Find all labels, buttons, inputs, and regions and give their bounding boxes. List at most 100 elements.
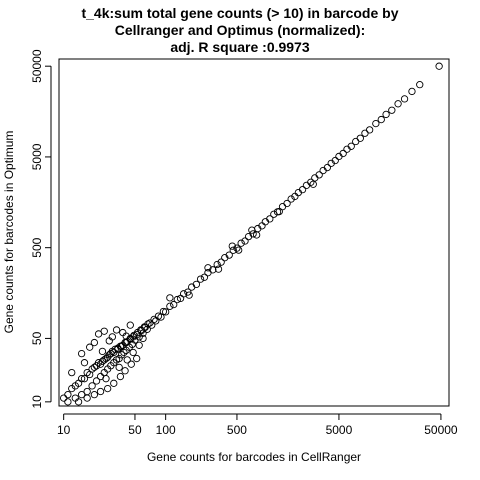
data-point-116 [112,326,121,334]
data-point-167 [248,226,256,234]
data-point-125 [102,375,110,383]
data-point-110 [435,62,443,70]
chart-title: t_4k:sum total gene counts (> 10) in bar… [81,5,398,55]
plot-area-frame [58,58,450,407]
data-point-15 [100,368,108,377]
title-line-3: adj. R square :0.9973 [170,39,310,55]
data-point-132 [83,394,91,402]
data-point-107 [400,95,409,103]
data-point-127 [123,356,131,364]
y-tick-label-2: 500 [30,237,44,257]
data-point-155 [126,335,134,343]
data-point-129 [135,341,143,349]
data-point-144 [83,368,91,377]
data-point-81 [283,199,291,208]
data-point-161 [166,294,174,302]
data-point-69 [233,244,241,252]
data-point-147 [96,360,105,368]
data-point-71 [241,237,249,245]
data-point-169 [275,207,283,216]
data-point-114 [86,343,94,351]
data-point-105 [388,106,396,114]
data-point-95 [339,149,347,158]
data-point-128 [129,348,137,357]
data-point-135 [104,384,112,393]
data-point-56 [179,290,188,298]
data-point-170 [309,180,317,188]
data-point-86 [302,181,311,190]
data-point-108 [408,87,416,96]
data-point-93 [331,156,339,165]
data-point-29 [120,348,128,357]
data-point-120 [126,321,134,329]
data-point-101 [365,126,374,134]
data-point-123 [80,359,89,367]
x-tick-label-4: 5000 [326,423,353,437]
data-point-98 [352,137,360,146]
data-point-0 [60,394,68,402]
data-point-160 [144,320,152,328]
data-point-27 [117,351,126,359]
data-point-122 [98,347,107,356]
data-point-104 [382,110,390,119]
data-point-59 [192,280,201,289]
data-point-115 [77,349,86,358]
title-line-2: Cellranger and Optimus (normalized): [115,22,365,38]
data-point-106 [394,100,402,108]
data-point-143 [77,375,86,383]
y-axis: 10 50 500 5000 50000 [30,49,52,409]
data-point-109 [416,81,424,89]
data-point-66 [221,254,229,262]
data-point-5 [77,391,86,399]
data-point-126 [115,363,123,371]
y-tick-label-0: 10 [30,395,44,409]
data-point-89 [315,171,323,179]
data-point-73 [249,230,257,238]
data-point-141 [64,391,72,399]
data-point-136 [110,379,118,387]
data-point-118 [90,338,99,347]
data-point-54 [173,295,181,304]
data-point-133 [90,391,99,399]
data-point-131 [74,398,83,406]
data-point-91 [323,163,332,172]
data-point-64 [213,260,221,269]
data-point-65 [217,258,225,266]
data-point-142 [71,382,79,390]
x-tick-label-1: 50 [128,423,142,437]
data-point-46 [150,315,158,324]
data-point-137 [116,372,125,381]
data-point-39 [135,333,143,341]
x-tick-label-0: 10 [57,423,71,437]
data-point-124 [68,368,76,377]
data-point-10 [90,363,99,371]
data-point-70 [237,239,245,247]
data-point-99 [356,134,364,142]
y-axis-label: Gene counts for barcodes in Optimum [2,131,16,334]
data-point-11 [92,377,101,385]
data-point-52 [166,302,174,310]
x-tick-label-2: 100 [156,423,176,437]
data-point-117 [108,333,116,341]
data-point-61 [200,273,209,281]
data-point-139 [127,360,135,368]
data-point-103 [377,115,385,124]
data-point-102 [372,119,380,128]
data-point-162 [185,291,193,299]
x-axis-label: Gene counts for barcodes in CellRanger [147,450,361,464]
data-point-77 [266,215,274,223]
x-tick-label-5: 50000 [424,423,458,437]
data-point-67 [225,251,233,259]
y-tick-label-4: 50000 [30,49,44,83]
data-point-7 [83,387,91,396]
data-point-25 [115,354,123,363]
data-point-1 [64,398,72,406]
data-point-88 [311,174,319,182]
data-point-166 [235,246,243,254]
data-point-138 [121,367,129,375]
data-point-130 [139,334,147,343]
data-point-82 [287,195,295,203]
data-point-165 [228,242,236,250]
data-point-6 [80,375,89,383]
